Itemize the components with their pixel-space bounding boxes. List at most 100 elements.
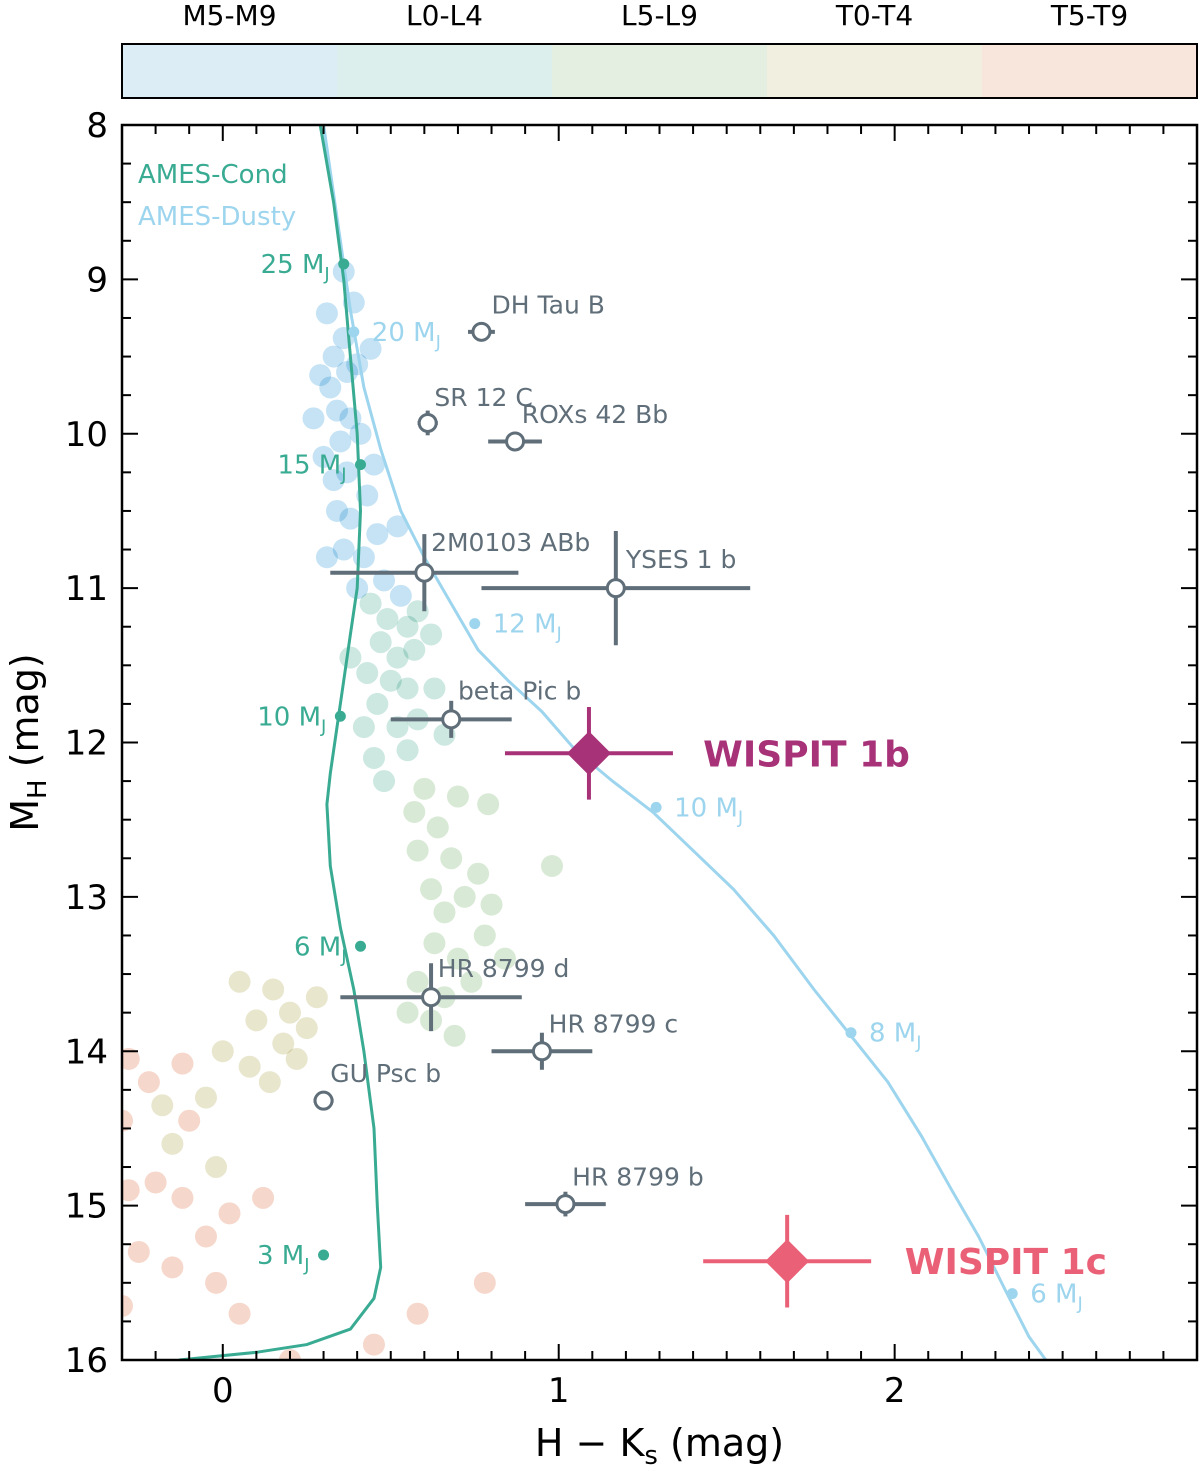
cond-mass-marker <box>334 710 346 722</box>
field-dwarf-point <box>369 631 392 654</box>
spectral-type-colorbar: M5-M9 L0-L4 L5-L9 T0-T4 T5-T9 <box>121 0 1198 99</box>
colorbar-label: T5-T9 <box>1050 0 1128 32</box>
field-dwarf-point <box>161 1256 184 1279</box>
field-dwarf-point <box>312 445 335 468</box>
y-tick-label: 9 <box>86 260 108 300</box>
field-dwarf-point <box>460 970 483 993</box>
dusty-mass-marker <box>348 326 360 338</box>
cond-mass-marker <box>355 940 367 952</box>
field-dwarf-point <box>315 546 338 569</box>
x-tick-label: 2 <box>884 1371 906 1411</box>
y-tick-label: 12 <box>65 724 108 764</box>
companion-roxs-42-bb: ROXs 42 Bb <box>488 400 668 452</box>
wispit-companions: WISPIT 1b WISPIT 1c <box>504 706 1107 1308</box>
y-tick-label: 13 <box>65 878 108 918</box>
companion-label: YSES 1 b <box>625 545 736 574</box>
field-dwarf-point <box>443 1024 466 1047</box>
mass-label-sub: J <box>340 465 346 486</box>
mass-label-sub: J <box>340 946 346 967</box>
field-dwarf-point <box>228 1302 251 1325</box>
ames-cond-track <box>178 125 383 1360</box>
field-dwarf-point <box>433 901 456 924</box>
colorbar-label: L5-L9 <box>621 0 698 32</box>
companion-label: HR 8799 c <box>549 1010 678 1039</box>
field-dwarf-point <box>151 1094 174 1117</box>
field-dwarf-point <box>218 1202 241 1225</box>
field-dwarf-point <box>122 1047 140 1070</box>
companion-label: HR 8799 b <box>572 1163 704 1192</box>
field-dwarf-point <box>477 793 500 816</box>
colorbar-frame <box>121 43 1198 99</box>
dusty-mass-label: 10 MJ <box>674 793 743 828</box>
field-dwarf-point <box>396 739 419 762</box>
field-dwarf-point <box>420 623 443 646</box>
field-dwarf-point <box>420 878 443 901</box>
field-dwarf-point <box>356 662 379 685</box>
companion-label: 2M0103 ABb <box>431 528 590 557</box>
cond-mass-marker <box>338 258 350 270</box>
wispit-label: WISPIT 1c <box>905 1242 1107 1283</box>
diamond-marker <box>566 731 611 776</box>
mass-label-text: 6 M <box>294 932 341 962</box>
companion-marker <box>441 709 462 730</box>
colorbar-segment <box>552 44 768 98</box>
mass-label-text: 6 M <box>1030 1280 1077 1310</box>
dusty-mass-label: 20 MJ <box>372 318 441 353</box>
mass-label-text: 25 M <box>261 250 325 280</box>
field-dwarf-point <box>329 430 352 453</box>
field-dwarf-point <box>228 970 251 993</box>
y-tick-label: 10 <box>65 415 108 455</box>
field-dwarf-point <box>194 1225 217 1248</box>
field-dwarf-point <box>332 538 355 561</box>
legend-entry: AMES-Dusty <box>138 202 296 232</box>
field-dwarf-point <box>315 302 338 325</box>
field-dwarf-point <box>161 1132 184 1155</box>
field-dwarf-point <box>362 746 385 769</box>
field-dwarf-point <box>473 1271 496 1294</box>
mass-label-text: 15 M <box>277 451 341 481</box>
cond-mass-marker <box>355 459 367 471</box>
field-dwarf-point <box>258 1071 281 1094</box>
field-dwarf-point <box>389 584 412 607</box>
field-dwarf-point <box>326 499 348 522</box>
y-axis-label: MH (mag) <box>3 653 53 832</box>
field-dwarf-points <box>122 260 563 1360</box>
field-dwarf-point <box>272 1032 295 1055</box>
companion-label: GU Psc b <box>330 1059 441 1088</box>
companion-marker <box>555 1194 576 1215</box>
dusty-mass-marker <box>650 801 662 813</box>
mass-label-text: 20 M <box>372 318 436 348</box>
field-dwarf-point <box>205 1156 228 1179</box>
y-tick-label: 8 <box>86 106 108 146</box>
field-dwarf-point <box>144 1171 167 1194</box>
mass-label-text: 10 M <box>257 702 321 732</box>
field-dwarf-point <box>403 638 426 661</box>
dusty-mass-marker <box>469 618 481 630</box>
x-tick-label: 0 <box>212 1371 234 1411</box>
cond-mass-label: 15 MJ <box>277 451 346 486</box>
colorbar-label: T0-T4 <box>835 0 913 32</box>
field-dwarf-point <box>171 1052 194 1075</box>
field-dwarf-point <box>386 515 409 538</box>
field-dwarf-point <box>406 1302 429 1325</box>
colorbar-segment <box>982 44 1198 98</box>
dusty-mass-label: 8 MJ <box>869 1019 922 1054</box>
legend-entry: AMES-Cond <box>138 160 288 190</box>
cond-mass-label: 10 MJ <box>257 702 326 737</box>
mass-label-text: 8 M <box>869 1019 916 1049</box>
mass-label-sub: J <box>320 716 326 737</box>
field-dwarf-point <box>362 1333 385 1356</box>
companion-label: HR 8799 d <box>438 954 570 983</box>
companion-label: DH Tau B <box>492 290 605 319</box>
field-dwarf-point <box>352 716 375 739</box>
x-axis-label: H − Ks (mag) <box>535 1421 784 1468</box>
field-dwarf-point <box>171 1186 194 1209</box>
ames-dusty-track <box>322 125 1048 1360</box>
mass-label-sub: J <box>303 1255 309 1276</box>
field-dwarf-point <box>245 1009 268 1032</box>
companion-marker <box>421 987 442 1008</box>
colorbar-label: L0-L4 <box>406 0 483 32</box>
